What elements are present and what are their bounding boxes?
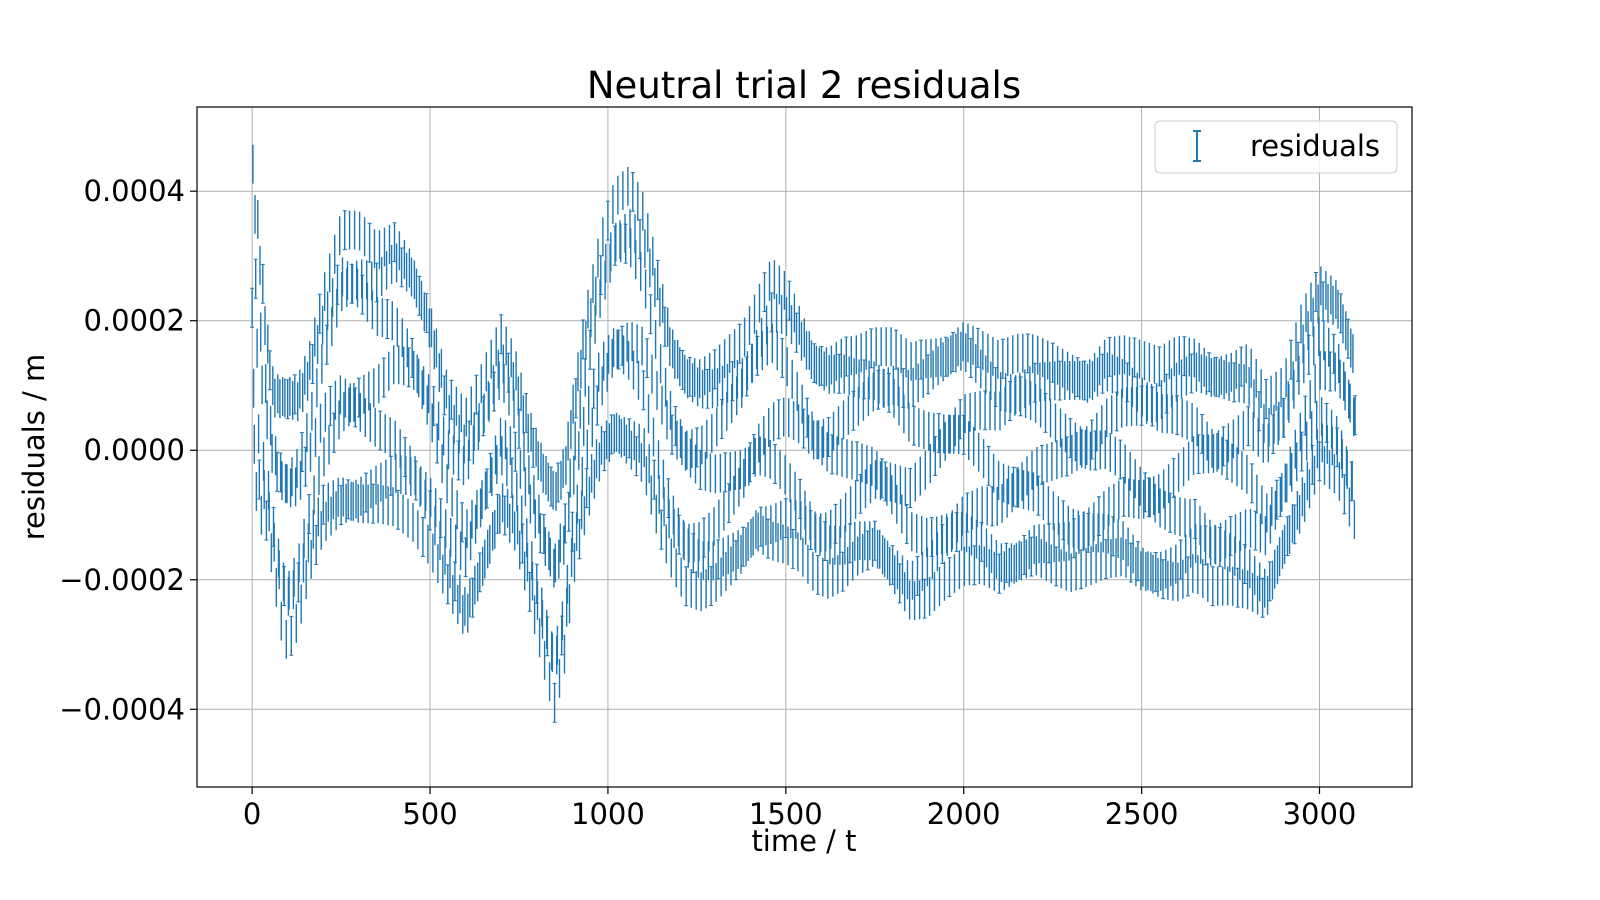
- x-axis-label: time / t: [751, 824, 856, 858]
- x-tick-label: 1500: [749, 797, 823, 831]
- x-tick-label: 1000: [571, 797, 645, 831]
- chart-title: Neutral trial 2 residuals: [587, 64, 1021, 107]
- legend-box: [1154, 120, 1398, 174]
- x-tick-label: 500: [402, 797, 457, 831]
- x-axis-ticks: 0 500 1000 1500 2000 2500 3000: [243, 787, 1356, 831]
- legend-errorbar-icon: [1193, 130, 1201, 162]
- legend: residuals: [1154, 120, 1398, 174]
- y-tick-label: 0.0004: [84, 174, 185, 208]
- plot-area-frame: [196, 106, 1413, 788]
- y-tick-label: 0.0002: [84, 304, 185, 338]
- y-axis-label: residuals / m: [17, 354, 51, 540]
- x-tick-label: 2500: [1105, 797, 1179, 831]
- residuals-series: [250, 144, 1358, 723]
- y-axis-ticks: −0.0004 −0.0002 0.0000 0.0002 0.0004: [59, 174, 197, 726]
- legend-label-residuals: residuals: [1250, 129, 1380, 163]
- x-tick-label: 2000: [927, 797, 1001, 831]
- y-tick-label: 0.0000: [84, 433, 185, 467]
- errorbar-lines: [251, 144, 1356, 723]
- x-tick-label: 3000: [1283, 797, 1357, 831]
- errorbar-caps: [250, 172, 1358, 723]
- x-tick-label: 0: [243, 797, 261, 831]
- y-tick-label: −0.0002: [59, 563, 185, 597]
- y-tick-label: −0.0004: [59, 692, 185, 726]
